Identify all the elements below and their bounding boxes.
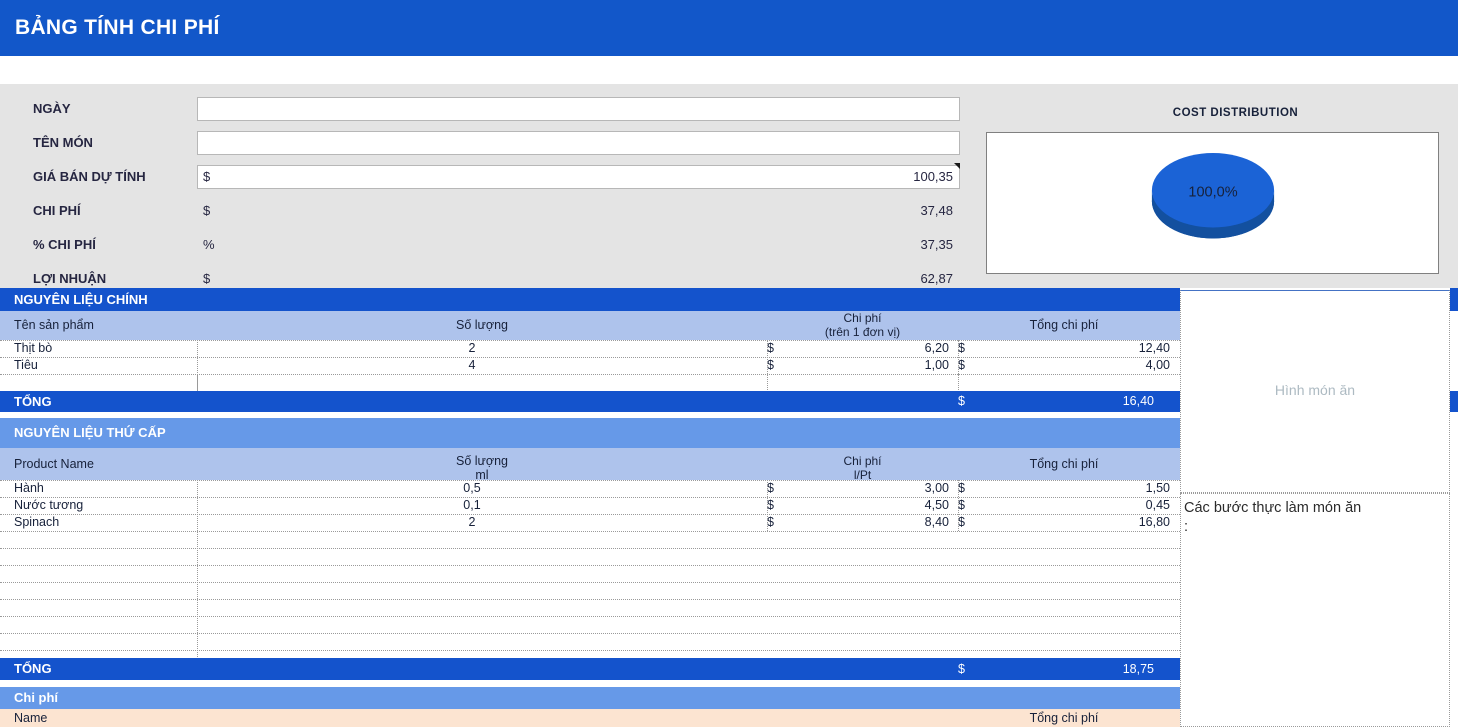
svg-text:100,0%: 100,0%	[1188, 185, 1237, 201]
